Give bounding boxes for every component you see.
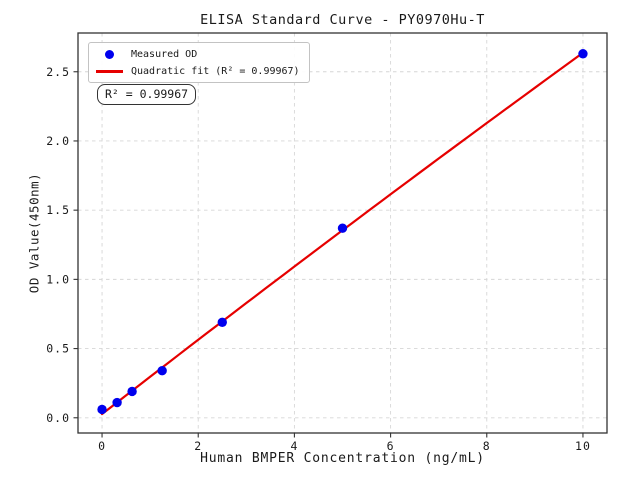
legend-label-quadratic-fit: Quadratic fit (R² = 0.99967) — [131, 65, 300, 77]
legend: Measured OD Quadratic fit (R² = 0.99967) — [88, 42, 310, 83]
fit-line-icon — [95, 69, 123, 73]
legend-entry-quadratic-fit: Quadratic fit (R² = 0.99967) — [95, 64, 300, 78]
measured-od-dot-icon — [104, 49, 114, 59]
axes-frame — [77, 32, 608, 434]
x-tick-label: 6 — [387, 439, 395, 453]
y-tick-label: 1.5 — [46, 203, 70, 217]
y-tick-label: 2.5 — [46, 65, 70, 79]
y-tick-label: 0.5 — [46, 342, 70, 356]
y-tick-label: 2.0 — [46, 134, 70, 148]
measured-od-point — [337, 223, 348, 233]
measured-od-point — [578, 49, 588, 59]
x-tick-label: 4 — [290, 439, 298, 453]
y-axis-label: OD Value(450nm) — [26, 172, 42, 294]
x-axis-label: Human BMPER Concentration (ng/mL) — [200, 451, 485, 466]
measured-od-point — [127, 386, 137, 397]
x-tick-label: 8 — [483, 439, 491, 453]
x-tick-label: 10 — [575, 439, 591, 453]
legend-entry-measured-od: Measured OD — [95, 47, 300, 61]
measured-od-point — [157, 366, 167, 376]
x-tick-label: 2 — [194, 439, 202, 453]
measured-od-point — [217, 317, 227, 327]
quadratic-fit-line — [100, 51, 585, 416]
measured-od-point — [112, 397, 122, 408]
fit-line-marker-wrap — [95, 69, 123, 73]
r-squared-annotation: R² = 0.99967 — [97, 84, 197, 105]
x-tick-label: 0 — [98, 439, 106, 453]
legend-label-measured-od: Measured OD — [131, 48, 198, 60]
y-tick-label: 0.0 — [46, 411, 70, 425]
y-tick-label: 1.0 — [46, 272, 70, 286]
chart-title: ELISA Standard Curve - PY0970Hu-T — [200, 12, 485, 28]
measured-od-marker-wrap — [95, 49, 123, 59]
measured-od-point — [97, 404, 107, 415]
